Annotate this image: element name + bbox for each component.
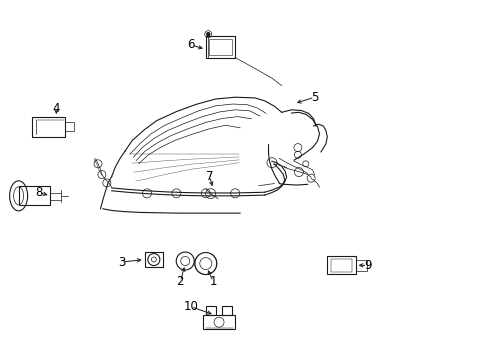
Text: 6: 6 <box>187 39 195 51</box>
Text: 2: 2 <box>176 275 184 288</box>
Bar <box>32 117 65 137</box>
Bar <box>209 39 232 55</box>
Text: 4: 4 <box>52 102 60 114</box>
Text: 3: 3 <box>118 256 125 269</box>
Text: 5: 5 <box>311 91 319 104</box>
Bar <box>331 259 352 272</box>
Bar <box>206 36 235 58</box>
Bar <box>206 306 216 315</box>
Text: 10: 10 <box>184 300 198 313</box>
Bar <box>222 306 232 315</box>
Bar <box>327 256 356 274</box>
Text: 7: 7 <box>206 170 214 183</box>
Bar <box>356 260 367 271</box>
Bar <box>19 186 50 205</box>
Circle shape <box>207 33 210 36</box>
Bar <box>203 315 235 329</box>
Text: 8: 8 <box>35 186 43 199</box>
Text: 9: 9 <box>364 259 371 272</box>
Text: 1: 1 <box>209 275 217 288</box>
Bar <box>145 252 163 267</box>
Bar <box>65 122 74 131</box>
